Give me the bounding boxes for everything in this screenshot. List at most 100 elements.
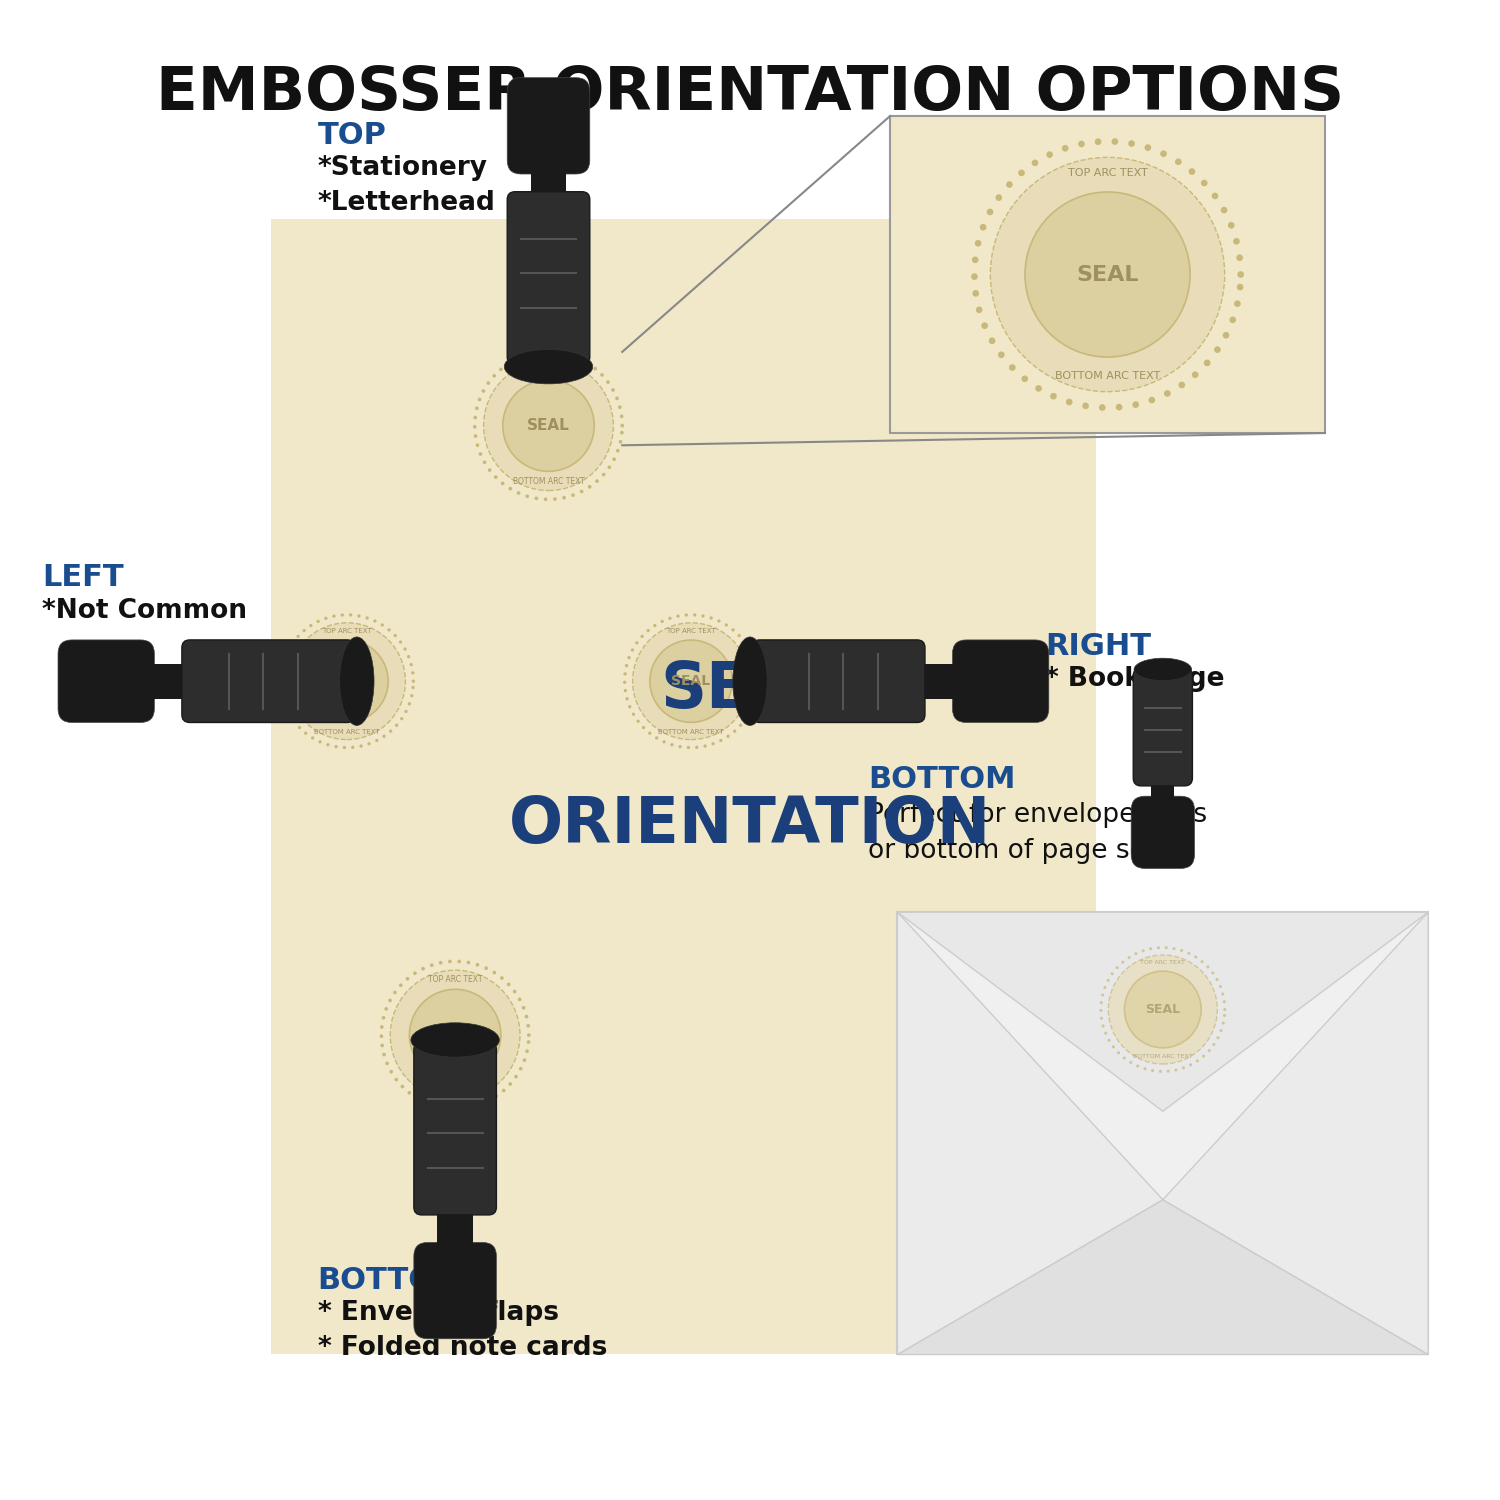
Circle shape xyxy=(525,495,530,498)
Circle shape xyxy=(1174,159,1182,165)
Circle shape xyxy=(1107,1040,1110,1042)
Circle shape xyxy=(488,468,492,472)
Circle shape xyxy=(610,388,615,392)
FancyBboxPatch shape xyxy=(414,1242,497,1340)
Circle shape xyxy=(416,1096,419,1100)
Circle shape xyxy=(494,476,498,478)
Circle shape xyxy=(633,622,750,740)
Circle shape xyxy=(304,732,307,735)
Circle shape xyxy=(642,726,645,729)
Circle shape xyxy=(1200,960,1203,963)
Circle shape xyxy=(387,628,390,632)
Circle shape xyxy=(622,681,627,684)
Circle shape xyxy=(636,720,640,723)
Circle shape xyxy=(333,615,336,618)
Bar xyxy=(897,912,1428,1354)
Ellipse shape xyxy=(504,350,592,384)
Bar xyxy=(272,219,1096,1354)
Circle shape xyxy=(306,640,388,723)
Circle shape xyxy=(507,982,510,986)
Text: BOTTOM ARC TEXT: BOTTOM ARC TEXT xyxy=(658,729,724,735)
Circle shape xyxy=(400,1084,404,1089)
Circle shape xyxy=(291,640,294,645)
Bar xyxy=(141,663,189,699)
Text: SEAL: SEAL xyxy=(1146,1004,1180,1016)
Bar xyxy=(890,116,1324,433)
Circle shape xyxy=(717,620,720,622)
Circle shape xyxy=(410,663,413,666)
Circle shape xyxy=(734,729,736,734)
Circle shape xyxy=(980,224,987,231)
Circle shape xyxy=(988,338,996,344)
Circle shape xyxy=(382,735,386,738)
Circle shape xyxy=(560,351,564,355)
Circle shape xyxy=(1108,956,1218,1064)
Circle shape xyxy=(754,694,758,698)
Circle shape xyxy=(544,498,548,501)
Circle shape xyxy=(411,670,414,675)
Circle shape xyxy=(404,648,406,651)
Circle shape xyxy=(1107,980,1110,982)
Circle shape xyxy=(507,362,510,366)
Text: TOP: TOP xyxy=(318,122,387,150)
Polygon shape xyxy=(897,912,1162,1354)
Text: SEAL: SEAL xyxy=(1077,264,1138,285)
Circle shape xyxy=(1202,1054,1204,1058)
Circle shape xyxy=(1236,284,1244,291)
Circle shape xyxy=(478,452,483,456)
Circle shape xyxy=(334,746,338,748)
Circle shape xyxy=(303,628,306,632)
Circle shape xyxy=(522,1007,525,1010)
Circle shape xyxy=(351,746,354,748)
Circle shape xyxy=(1128,956,1131,958)
Text: SEAL: SEAL xyxy=(526,419,570,434)
Circle shape xyxy=(422,968,424,970)
Circle shape xyxy=(286,648,290,651)
Circle shape xyxy=(483,362,614,490)
Circle shape xyxy=(1222,1014,1226,1017)
Circle shape xyxy=(620,430,624,435)
Circle shape xyxy=(394,1077,398,1082)
Circle shape xyxy=(676,615,680,618)
Circle shape xyxy=(430,963,433,968)
Circle shape xyxy=(702,615,705,618)
Circle shape xyxy=(522,1059,526,1062)
Text: * Envelope flaps: * Envelope flaps xyxy=(318,1300,558,1326)
Circle shape xyxy=(678,746,681,748)
Circle shape xyxy=(1164,390,1170,398)
Circle shape xyxy=(459,1107,464,1110)
Circle shape xyxy=(987,209,993,216)
Circle shape xyxy=(440,962,442,964)
Circle shape xyxy=(704,744,706,747)
Circle shape xyxy=(1221,993,1224,996)
Text: SEAL: SEAL xyxy=(327,674,366,688)
Circle shape xyxy=(1142,950,1144,952)
Circle shape xyxy=(612,458,616,460)
Circle shape xyxy=(1134,952,1137,956)
Circle shape xyxy=(399,984,402,987)
Circle shape xyxy=(1156,946,1160,950)
Circle shape xyxy=(1024,192,1190,357)
Circle shape xyxy=(1095,138,1101,146)
Circle shape xyxy=(1144,144,1150,152)
Circle shape xyxy=(368,742,370,746)
Circle shape xyxy=(1233,238,1240,244)
Text: BOTTOM: BOTTOM xyxy=(868,765,1016,794)
Circle shape xyxy=(366,616,369,620)
Text: *Not Common: *Not Common xyxy=(42,597,248,624)
Circle shape xyxy=(606,381,610,384)
Circle shape xyxy=(627,656,630,660)
Circle shape xyxy=(618,440,622,444)
Circle shape xyxy=(292,720,296,723)
Circle shape xyxy=(687,746,690,748)
Text: LEFT: LEFT xyxy=(42,562,125,592)
Circle shape xyxy=(744,717,747,720)
Text: BOTTOM ARC TEXT: BOTTOM ARC TEXT xyxy=(1054,370,1160,381)
Text: TOP ARC TEXT: TOP ARC TEXT xyxy=(522,364,576,374)
Circle shape xyxy=(754,670,759,675)
Circle shape xyxy=(400,717,404,720)
Circle shape xyxy=(374,620,376,622)
Circle shape xyxy=(634,640,639,645)
Circle shape xyxy=(752,656,754,658)
Circle shape xyxy=(998,351,1005,358)
